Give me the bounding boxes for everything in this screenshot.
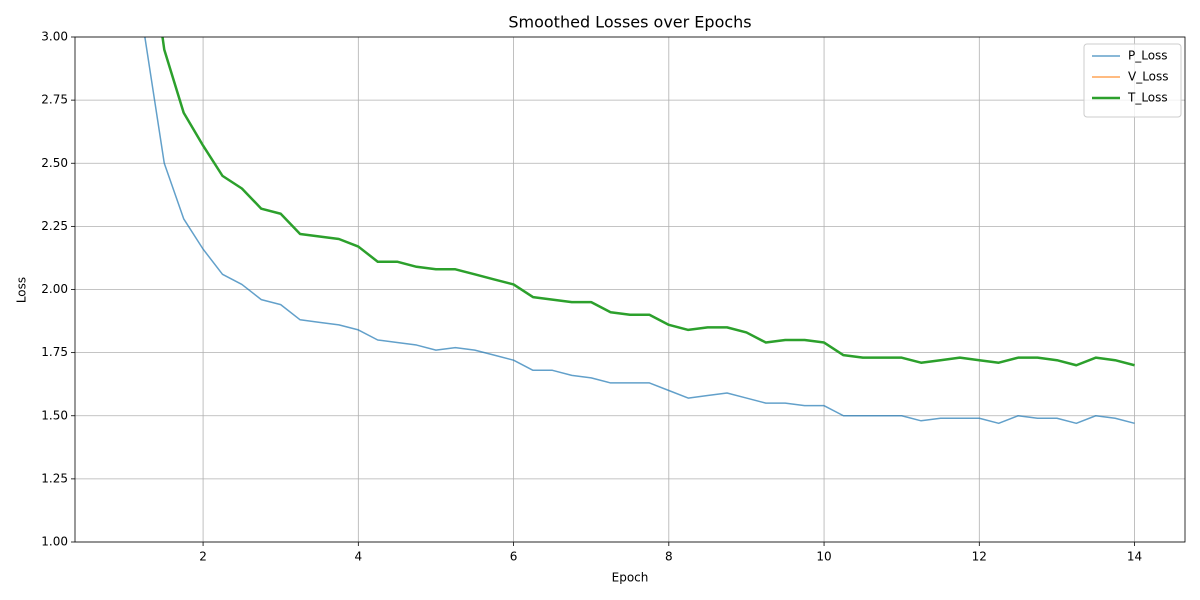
- y-tick-label: 1.50: [41, 408, 68, 422]
- x-axis-label: Epoch: [612, 571, 649, 585]
- y-tick-label: 2.75: [41, 93, 68, 107]
- y-tick-label: 1.75: [41, 345, 68, 359]
- y-tick-label: 2.50: [41, 156, 68, 170]
- x-tick-label: 6: [510, 550, 518, 564]
- y-axis-label: Loss: [15, 277, 29, 303]
- chart-title: Smoothed Losses over Epochs: [508, 13, 751, 32]
- x-tick-label: 10: [816, 550, 831, 564]
- y-tick-label: 1.25: [41, 471, 68, 485]
- x-tick-label: 8: [665, 550, 673, 564]
- y-tick-label: 2.25: [41, 219, 68, 233]
- x-tick-label: 4: [355, 550, 363, 564]
- y-tick-label: 1.00: [41, 535, 68, 549]
- x-tick-label: 14: [1127, 550, 1142, 564]
- legend-label: T_Loss: [1127, 91, 1168, 105]
- y-tick-label: 2.00: [41, 282, 68, 296]
- y-tick-label: 3.00: [41, 30, 68, 44]
- legend-label: P_Loss: [1128, 49, 1168, 63]
- x-tick-label: 12: [972, 550, 987, 564]
- legend-label: V_Loss: [1128, 70, 1169, 84]
- plot-frame: [74, 36, 1186, 543]
- x-tick-label: 2: [199, 550, 207, 564]
- legend: P_Loss V_Loss T_Loss: [1083, 43, 1182, 118]
- plot-area: [144, 37, 1135, 425]
- line-series: [144, 37, 1135, 425]
- line-series: [161, 37, 1135, 367]
